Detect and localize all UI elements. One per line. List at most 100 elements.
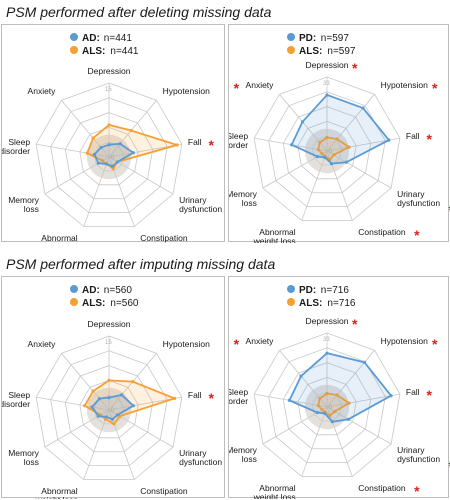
axis-label-depression: Depression (88, 66, 131, 76)
axis-label-hypotension: Hypotension (163, 86, 211, 96)
significance-star-depression: * (352, 60, 358, 76)
radar-grid-ring (297, 376, 357, 436)
data-point-als-constipation (328, 413, 332, 418)
radar-spoke (326, 94, 375, 152)
data-point-pd-abnormal-weight-loss (323, 411, 327, 415)
series-polygon-als (86, 124, 178, 170)
radar-panel-ad-als-deleted: 0 15 Depression Hypotension Fall * Urinary dysf… (1, 24, 225, 243)
radar-tick-max: 33 (323, 81, 330, 87)
legend-key-als: ALS: (82, 46, 105, 57)
radar-spoke (301, 406, 328, 477)
data-point-ad-fall (131, 151, 135, 155)
radar-tick-min: 0 (111, 408, 115, 414)
legend-key-als: ALS: (299, 46, 322, 57)
radar-spoke (108, 156, 174, 195)
radar-spoke (83, 156, 110, 227)
legend-key-ad: AD: (82, 285, 100, 296)
data-point-ad-anxiety (97, 397, 102, 401)
radar-spoke (108, 100, 157, 158)
radar-chart-ad-als-deleted: 0 15 Depression Hypotension Fall * Urinary dysf… (2, 33, 222, 243)
data-point-als-fall (172, 396, 177, 401)
radar-grid-ring (64, 365, 154, 453)
data-point-pd-depression (325, 93, 329, 97)
radar-grid-ring (268, 347, 386, 464)
data-point-als-fall (175, 143, 179, 147)
radar-spoke (326, 150, 392, 189)
axis-label-hypotension: Hypotension (163, 339, 211, 349)
series-polygon-ad (93, 142, 135, 168)
data-point-als-depression (325, 391, 329, 396)
data-point-pd-fall (387, 138, 391, 142)
series-polygon-als (317, 392, 350, 417)
data-point-pd-depression (325, 351, 329, 355)
radar-spoke (326, 406, 392, 445)
legend-n-als: n=560 (110, 298, 139, 309)
radar-tick-min: 0 (329, 405, 333, 411)
axis-label-urinary-dysfunction: Urinary dysfunction (179, 448, 222, 467)
data-point-pd-memory-loss (315, 155, 319, 159)
legend-n-als: n=716 (327, 298, 356, 309)
axis-label-urinary-dysfunction: Urinary dysfunction (397, 189, 440, 208)
data-point-als-anxiety (91, 389, 95, 393)
legend-n-pd: n=597 (321, 33, 350, 44)
axis-label-fall: Fall (406, 387, 420, 397)
data-point-pd-anxiety (300, 120, 305, 124)
data-point-ad-fall (131, 404, 135, 408)
radar-grid-ring (79, 379, 139, 439)
radar-tick-min: 0 (111, 155, 115, 161)
data-point-als-sleep-disorder (85, 151, 89, 155)
axis-label-hypotension: Hypotension (381, 80, 429, 90)
radar-tick-max: 33 (323, 337, 330, 343)
axis-label-depression: Depression (88, 319, 131, 329)
series-polygon-ad (91, 393, 135, 421)
series-polygon-pd (290, 94, 390, 165)
axis-label-anxiety: Anxiety (246, 80, 275, 90)
radar-grid-ring (312, 135, 342, 166)
significance-star-constipation: * (414, 483, 420, 499)
radar-spoke (326, 406, 353, 477)
radar-spoke (36, 143, 110, 158)
data-point-ad-memory-loss (96, 161, 100, 165)
radar-spoke (83, 409, 110, 480)
data-point-pd-abnormal-weight-loss (323, 155, 327, 159)
radar-grid-ring (253, 76, 401, 221)
axis-label-hypotension: Hypotension (381, 336, 429, 346)
radar-panel-ad-als-imputed: 0 15 Depression Hypotension Fall * Urinary dysf… (1, 276, 225, 499)
axis-label-depression: Depression (306, 60, 349, 70)
axis-label-anxiety: Anxiety (246, 336, 275, 346)
legend-n-als: n=597 (327, 46, 356, 57)
radar-grid-ring (297, 120, 357, 180)
data-point-als-hypotension (335, 393, 339, 397)
axis-label-urinary-dysfunction: Urinary dysfunction (397, 445, 440, 464)
data-point-als-anxiety (91, 136, 95, 140)
data-point-ad-constipation (110, 164, 114, 168)
data-point-als-depression (325, 135, 329, 140)
data-point-als-anxiety (318, 396, 322, 401)
legend-key-pd: PD: (299, 285, 316, 296)
data-point-als-sleep-disorder (316, 403, 320, 408)
data-point-als-fall (347, 145, 351, 149)
significance-star-depression: * (352, 316, 358, 332)
data-point-ad-memory-loss (96, 414, 100, 418)
data-point-als-constipation (112, 422, 116, 426)
radar-spoke (326, 393, 400, 408)
radar-grid-ring (79, 126, 139, 186)
legend-marker-pd (287, 33, 295, 41)
data-point-als-hypotension (129, 128, 133, 133)
legend-key-als: ALS: (299, 298, 322, 309)
data-point-pd-sleep-disorder (290, 143, 294, 147)
legend-n-pd: n=716 (321, 285, 350, 296)
radar-tick-max: 15 (105, 87, 112, 93)
radar-grid-ring (50, 350, 168, 467)
data-point-als-depression (107, 123, 111, 127)
axis-label-memory-loss: Memory loss (229, 445, 258, 464)
radar-spoke (301, 150, 328, 221)
axis-label-constipation: Constipation (140, 233, 188, 243)
data-point-als-anxiety (318, 140, 322, 145)
